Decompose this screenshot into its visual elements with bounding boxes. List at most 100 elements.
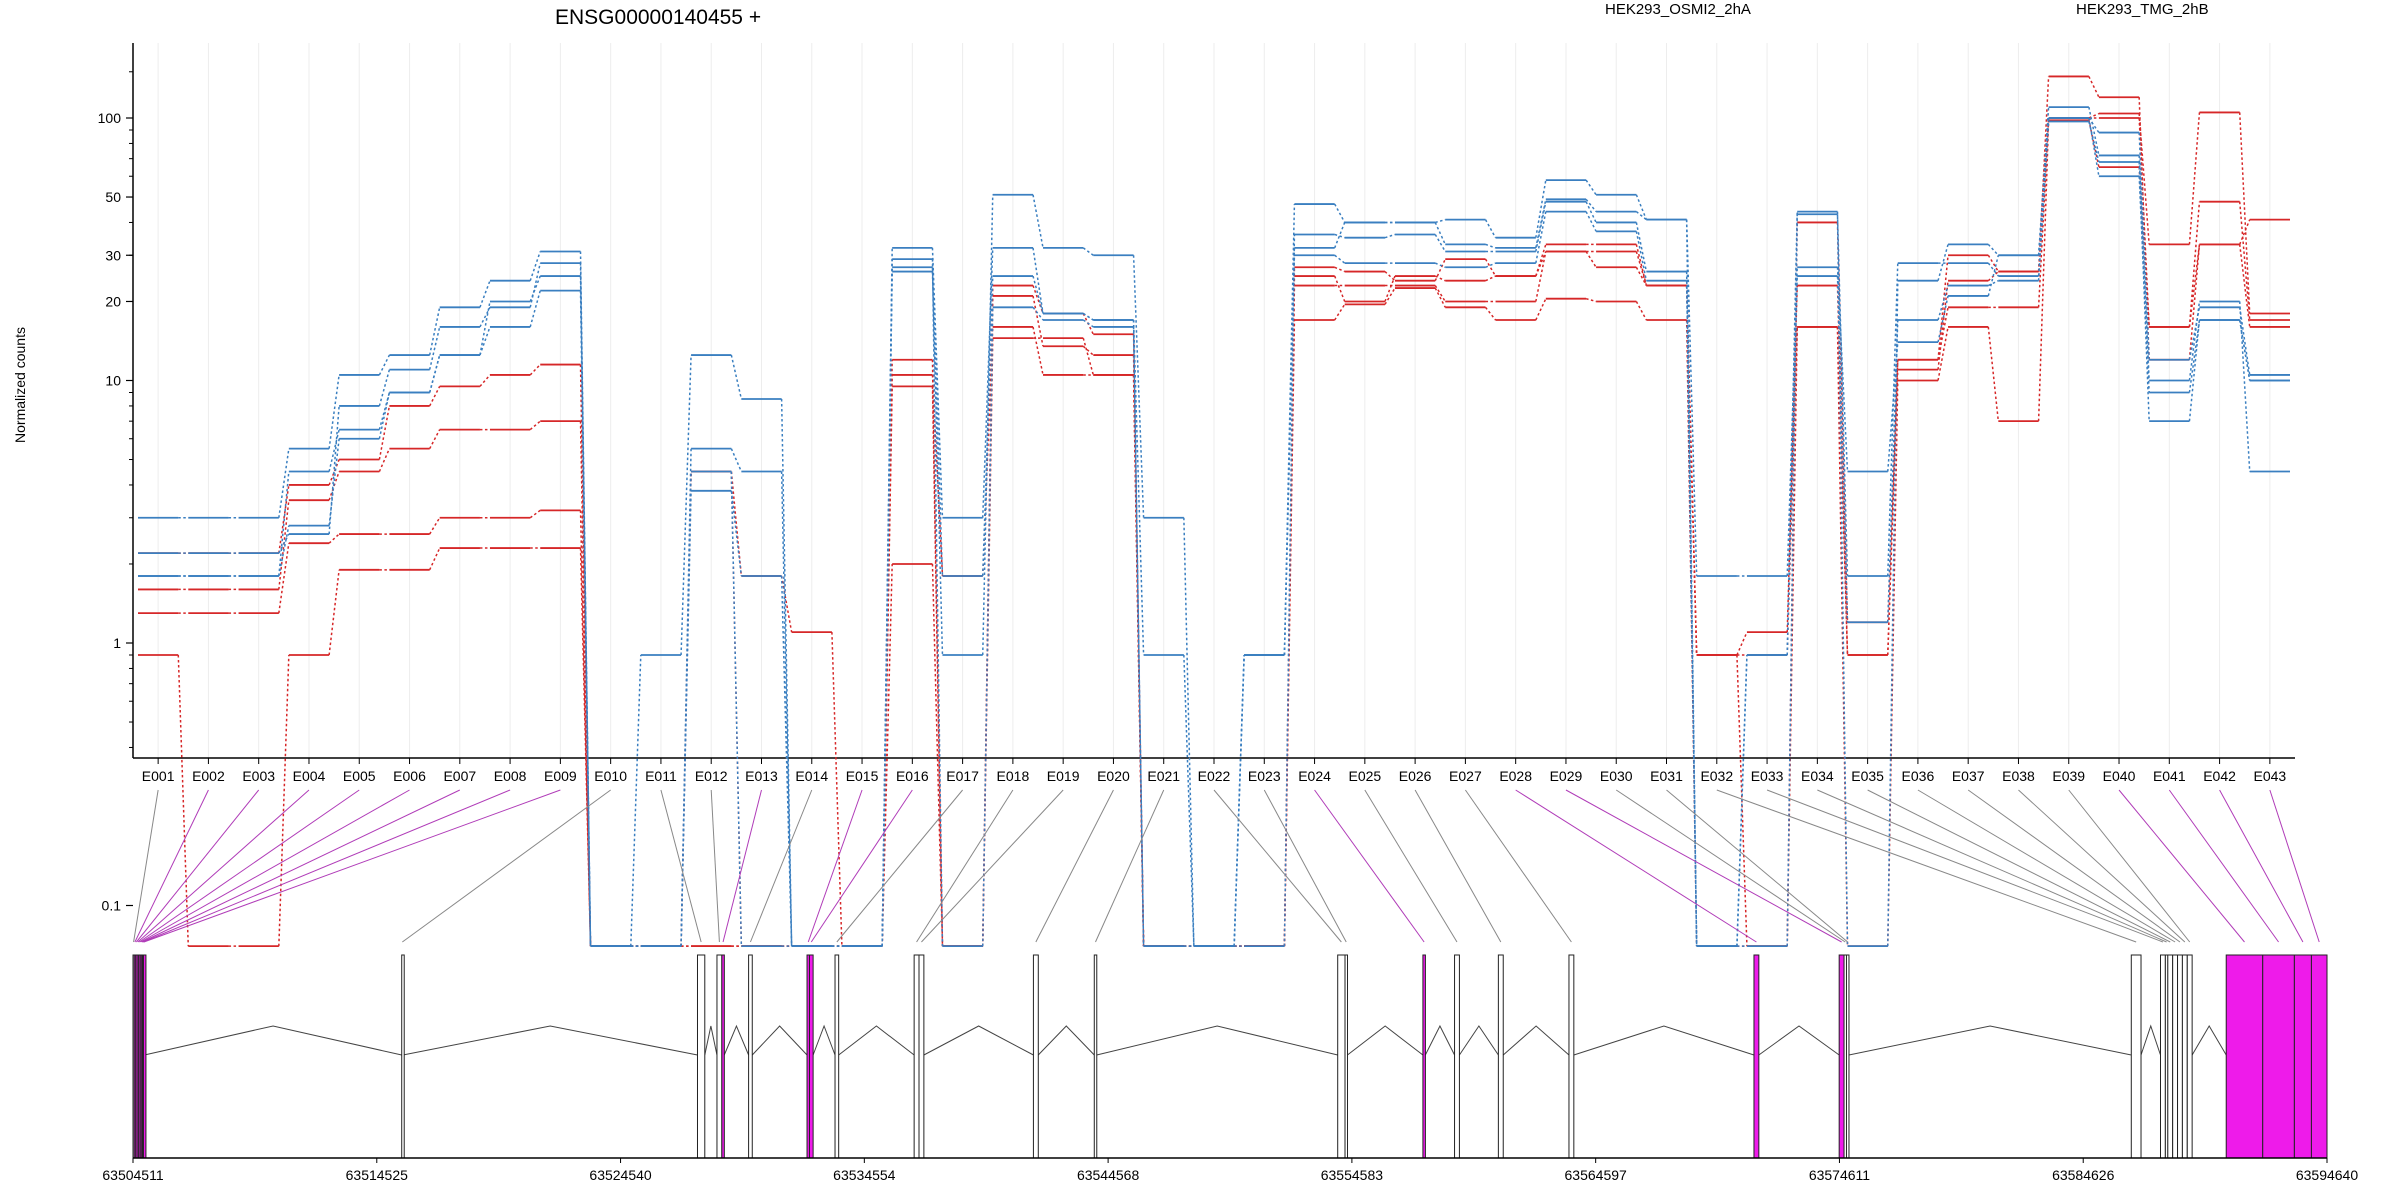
- series-tmg-8: [138, 120, 2290, 948]
- legend-tmg: HEK293_TMG_2hB: [2076, 1, 2209, 18]
- series-transition: [2088, 106, 2100, 156]
- y-tick-label: 0.1: [102, 898, 122, 914]
- exon-box: [1838, 954, 1845, 1159]
- x-tick-label: E005: [343, 768, 376, 784]
- series-transition: [1585, 201, 1597, 223]
- x-tick-label: E014: [795, 768, 828, 784]
- series-transition: [529, 251, 541, 281]
- series-transition: [2138, 161, 2150, 422]
- series-transition: [931, 247, 944, 518]
- series-transition: [1786, 211, 1798, 656]
- exon-connector: [1716, 789, 2137, 943]
- exon-box: [716, 954, 723, 1159]
- series-transition: [780, 575, 793, 947]
- exon-box: [1497, 954, 1504, 1159]
- exon-connector: [2018, 789, 2186, 943]
- exon-connector: [402, 789, 611, 943]
- intron-line: [1758, 1025, 1840, 1056]
- x-tick-label: E008: [494, 768, 527, 784]
- series-transition: [529, 509, 541, 519]
- exon-connector: [1263, 789, 1347, 943]
- series-transition: [1032, 295, 1044, 347]
- series-transition: [981, 307, 994, 947]
- series-transition: [1485, 275, 1496, 282]
- exon-connector: [141, 789, 461, 943]
- x-tick-label: E010: [594, 768, 627, 784]
- series-transition: [831, 632, 843, 947]
- exon-connector: [140, 789, 410, 943]
- series-transition: [579, 290, 592, 947]
- exon-box: [2130, 954, 2142, 1159]
- x-tick-label: E035: [1851, 768, 1884, 784]
- series-transition: [1786, 214, 1798, 947]
- exon-box: [1337, 954, 1346, 1159]
- series-transition: [479, 301, 491, 356]
- series-transition: [1333, 275, 1346, 302]
- series-transition: [1283, 234, 1296, 947]
- exon-box: [1344, 954, 1349, 1159]
- series-transition: [1887, 342, 1899, 472]
- x-tick-label: E001: [142, 768, 175, 784]
- series-transition: [1585, 179, 1597, 196]
- series-transition: [1132, 326, 1145, 947]
- exon-box: [1032, 954, 1039, 1159]
- series-transition: [1937, 285, 1949, 321]
- exon-box: [696, 954, 706, 1159]
- series-transition: [2037, 117, 2050, 308]
- exon-connector: [921, 789, 1064, 943]
- series-transition: [428, 354, 441, 393]
- y-tick-label: 1: [113, 635, 121, 651]
- series-transition: [428, 547, 441, 571]
- exon-connector: [1515, 789, 1757, 943]
- series-transition: [1887, 263, 1899, 577]
- series-transition: [1485, 262, 1496, 268]
- series-transition: [1032, 247, 1044, 314]
- x-tick-label: E033: [1751, 768, 1784, 784]
- exon-connector: [710, 789, 720, 943]
- legend-osmi: HEK293_OSMI2_2hA: [1605, 1, 1751, 18]
- series-transition: [328, 405, 340, 535]
- x-tick-label: E021: [1147, 768, 1180, 784]
- series-transition: [1987, 280, 1999, 287]
- exon-connector: [133, 789, 159, 943]
- series-transition: [931, 271, 944, 656]
- exon-connector: [749, 789, 813, 943]
- exon-connector: [2168, 789, 2279, 943]
- series-transition: [1937, 255, 1949, 360]
- grid-lines: [157, 43, 2271, 758]
- intron-line: [144, 1025, 402, 1056]
- series-transition: [278, 654, 290, 947]
- series-transition: [1434, 287, 1446, 308]
- exon-connector: [722, 789, 762, 943]
- series-transition: [2037, 121, 2050, 281]
- series-transition: [981, 276, 994, 577]
- series-transition: [1635, 222, 1648, 272]
- intron-line: [1347, 1025, 1424, 1056]
- intron-line: [704, 1025, 718, 1056]
- exon-box: [2310, 954, 2328, 1159]
- x-tick-label: E027: [1449, 768, 1482, 784]
- exon-connector: [2219, 789, 2304, 943]
- intron-line: [402, 1025, 698, 1056]
- series-transition: [1535, 211, 1547, 264]
- series-transition: [1535, 251, 1547, 302]
- series-transition: [278, 471, 290, 577]
- exon-box: [401, 954, 405, 1159]
- intron-line: [751, 1025, 808, 1056]
- genomic-axis: 63504511 63514525 63524540 63534554 63544568…: [102, 1157, 2358, 1183]
- series-transition: [2138, 113, 2150, 245]
- series-transition: [177, 654, 190, 947]
- series-transition: [1334, 203, 1346, 223]
- series-transition: [730, 354, 743, 400]
- series-transition: [1635, 244, 1648, 286]
- exon-box: [1093, 954, 1098, 1159]
- exon-box: [1422, 954, 1426, 1159]
- series-transition: [328, 374, 340, 449]
- series-transition: [1585, 198, 1597, 213]
- exon-connector: [1364, 789, 1458, 943]
- series-transition: [429, 429, 441, 450]
- intron-line: [723, 1024, 750, 1056]
- series-transition: [1836, 211, 1849, 947]
- series-transition: [2238, 307, 2251, 376]
